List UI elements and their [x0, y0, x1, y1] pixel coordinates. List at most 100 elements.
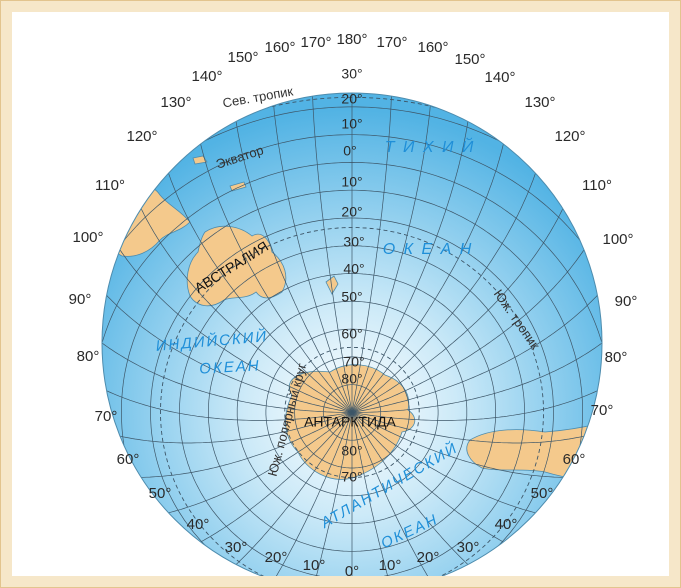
meridian [351, 412, 394, 576]
longitude-label: 140° [191, 68, 222, 85]
meridian [351, 118, 469, 413]
meridian [351, 101, 432, 413]
latitude-label: 0° [343, 143, 356, 159]
longitude-label: 10° [303, 557, 326, 574]
longitude-label: 120° [554, 128, 585, 145]
longitude-label: 150° [227, 49, 258, 66]
meridian [139, 206, 353, 413]
meridian [272, 101, 353, 413]
latitude-label: 10° [341, 116, 362, 132]
special-parallel [160, 227, 544, 576]
longitude-label: 170° [376, 34, 407, 51]
latitude-label: 30° [343, 234, 364, 250]
latitude-label: 10° [341, 174, 362, 190]
island [325, 275, 339, 295]
island [229, 181, 247, 192]
meridian [351, 140, 505, 413]
meridian [352, 340, 602, 413]
longitude-label: 20° [265, 549, 288, 566]
meridian [270, 412, 353, 576]
latitude-label: 50° [341, 289, 362, 305]
region-label: АНТАРКТИДА [304, 414, 396, 430]
meridian [163, 412, 353, 515]
longitude-label: 110° [582, 177, 612, 194]
longitude-label: 110° [95, 177, 125, 194]
latitude-label: 70° [341, 469, 362, 485]
meridian [351, 206, 565, 413]
meridian [102, 340, 352, 413]
latitude-label: 30° [341, 66, 362, 82]
latitude-label: 40° [343, 261, 364, 277]
parallel [121, 189, 583, 462]
longitude-label: 30° [225, 539, 248, 556]
latitude-label: 70° [343, 354, 364, 370]
parallel [322, 384, 382, 441]
latitude-label: 20° [341, 91, 362, 107]
longitude-label: 140° [484, 69, 515, 86]
meridian [233, 412, 353, 567]
meridian [351, 93, 392, 413]
meridian [137, 412, 353, 478]
meridian [351, 388, 602, 421]
longitude-label: 160° [417, 39, 448, 56]
longitude-label: 80° [605, 349, 628, 366]
meridian [310, 412, 353, 576]
longitude-label: 50° [531, 485, 554, 502]
parallel [208, 273, 496, 552]
region-label: О К Е А Н [383, 241, 474, 258]
parallel [150, 217, 554, 564]
parallel [265, 328, 439, 497]
longitude-label: 90° [615, 293, 638, 310]
longitude-label: 90° [69, 291, 92, 308]
longitude-label: 70° [591, 402, 614, 419]
meridian [312, 93, 353, 413]
longitude-label: 100° [602, 231, 633, 248]
longitude-label: 160° [264, 39, 295, 56]
meridian [199, 140, 353, 413]
region-label: Т И Х И Й [385, 137, 476, 156]
parallel [113, 134, 591, 255]
graticule [102, 93, 602, 576]
longitude-label: 60° [117, 451, 140, 468]
parallel [179, 245, 525, 576]
parallel [294, 356, 410, 469]
longitude-label: 0° [345, 563, 359, 580]
parallel [236, 300, 468, 524]
globe [102, 93, 602, 576]
meridian [102, 388, 353, 421]
longitude-label: 40° [495, 516, 518, 533]
meridian [351, 412, 541, 515]
globe-group [101, 92, 603, 576]
longitude-label: 30° [457, 539, 480, 556]
longitude-label: 10° [379, 557, 402, 574]
special-parallel [284, 346, 420, 479]
longitude-label: 130° [524, 94, 555, 111]
region-label: ОКЕАН [199, 357, 261, 377]
longitude-label: 130° [160, 94, 191, 111]
longitude-label: 80° [77, 348, 100, 365]
longitude-label: 100° [72, 229, 103, 246]
meridian [235, 118, 353, 413]
globe-outline [101, 92, 603, 576]
latitude-label: 80° [341, 443, 362, 459]
parallel [182, 106, 522, 154]
meridian [116, 412, 353, 444]
longitude-label: 20° [417, 549, 440, 566]
latitude-label: 80° [341, 371, 362, 387]
longitude-label: 70° [95, 408, 118, 425]
longitude-label: 150° [454, 51, 485, 68]
longitude-label: 40° [187, 516, 210, 533]
meridian [351, 412, 588, 444]
latitude-label: 60° [341, 326, 362, 342]
longitude-label: 120° [126, 128, 157, 145]
meridian [351, 412, 471, 567]
meridian [351, 412, 567, 478]
meridian [351, 412, 434, 576]
island [192, 155, 208, 165]
longitude-label: 50° [149, 485, 172, 502]
parallel [102, 162, 602, 360]
longitude-label: 170° [300, 34, 331, 51]
longitude-label: 180° [336, 31, 367, 48]
longitude-label: 60° [563, 451, 586, 468]
